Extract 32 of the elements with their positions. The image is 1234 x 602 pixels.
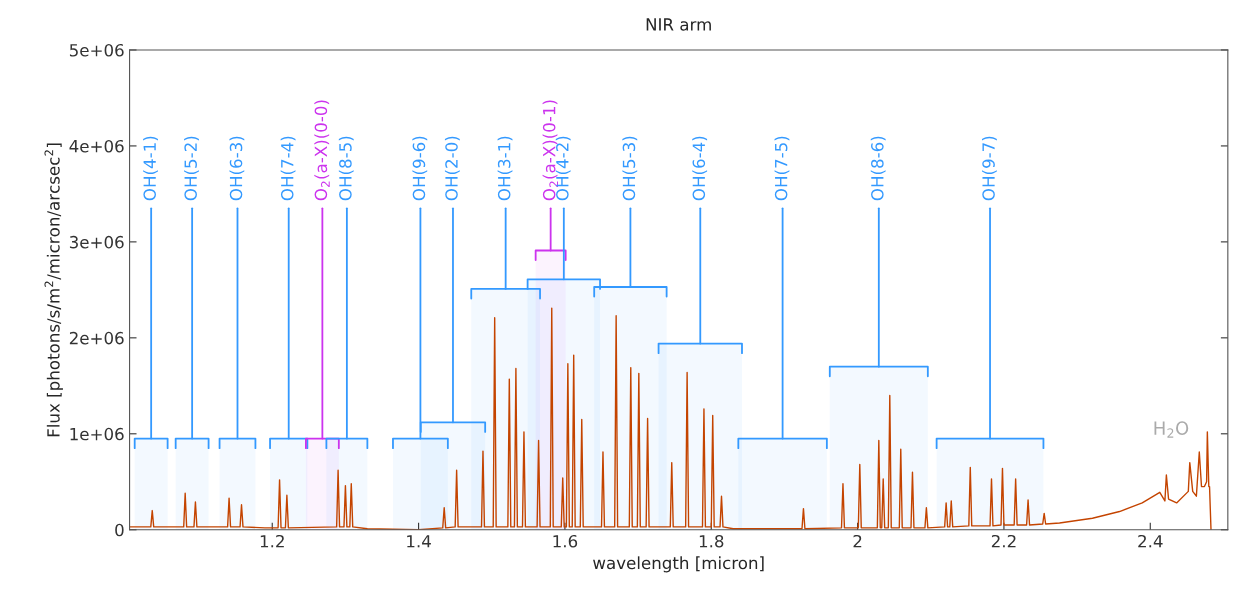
y-axis-title: Flux [photons/s/m$^{2}$/micron/arcsec$^{2}$] bbox=[44, 143, 63, 437]
x-tick-label: 1.6 bbox=[553, 534, 578, 548]
y-tick-label: 3e+06 bbox=[69, 235, 124, 249]
x-axis-title: wavelength [micron] bbox=[593, 556, 764, 573]
x-tick-label: 1.4 bbox=[407, 535, 431, 548]
y-tick-label: 1e+06 bbox=[70, 427, 124, 441]
line-series bbox=[129, 307, 1212, 530]
band-label: OH(2-0) bbox=[444, 136, 460, 201]
band-label: OH(4-1) bbox=[143, 136, 158, 201]
x-tick-label: 2.4 bbox=[1138, 534, 1163, 548]
band-label: OH(9-7) bbox=[981, 136, 997, 201]
y-tick-label: 2e+06 bbox=[69, 331, 124, 345]
band-label: OH(5-3) bbox=[622, 136, 638, 201]
band-label: OH(6-3) bbox=[229, 136, 245, 201]
y-tick-label: 4e+06 bbox=[69, 139, 124, 153]
x-tick-label: 1.8 bbox=[699, 534, 724, 548]
band-label: OH(5-2) bbox=[184, 136, 199, 201]
band-label: OH(8-6) bbox=[870, 136, 886, 201]
band-label: OH(7-5) bbox=[774, 136, 790, 201]
annotation: H$_{2}$O bbox=[1154, 421, 1189, 438]
band-label: OH(3-1) bbox=[497, 136, 513, 201]
y-tick-label: 0 bbox=[115, 523, 124, 537]
band-label: OH(8-5) bbox=[338, 136, 354, 201]
x-tick-label: 2 bbox=[853, 534, 862, 548]
band-label: OH(7-4) bbox=[280, 136, 296, 201]
y-tick-label: 5e+06 bbox=[69, 43, 124, 57]
band-label: OH(9-6) bbox=[412, 136, 428, 201]
chart-title: NIR arm bbox=[646, 18, 711, 31]
x-tick-label: 1.2 bbox=[260, 534, 284, 548]
x-tick-label: 2.2 bbox=[991, 534, 1016, 548]
band-label: O$_{2}$(a-X)(0-0) bbox=[314, 100, 330, 201]
band-label: OH(6-4) bbox=[692, 136, 708, 201]
